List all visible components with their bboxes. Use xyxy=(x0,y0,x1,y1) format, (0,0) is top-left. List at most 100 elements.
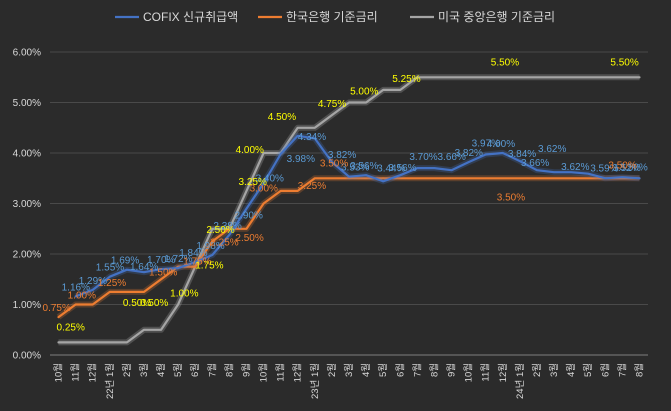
data-label: 3.44% xyxy=(377,163,405,174)
x-tick-label: 7월 xyxy=(616,363,628,377)
data-label: 3.50% xyxy=(320,158,348,169)
x-tick-label: 11월 xyxy=(480,363,492,382)
data-label: 3.50% xyxy=(608,160,636,171)
data-label: 1.50% xyxy=(149,267,177,278)
x-tick-label: 2월 xyxy=(121,363,133,377)
data-label: 1.75% xyxy=(195,261,223,272)
x-tick-label: 2월 xyxy=(531,363,543,377)
data-label: 2.25% xyxy=(210,237,238,248)
legend: COFIX 신규취급액 한국은행 기준금리 미국 중앙은행 기준금리 xyxy=(115,9,555,24)
data-label: 1.55% xyxy=(96,263,124,274)
data-label: 0.50% xyxy=(123,298,151,309)
data-label: 4.00% xyxy=(487,139,515,150)
legend-label-0: COFIX 신규취급액 xyxy=(143,10,238,24)
x-tick-label: 11월 xyxy=(275,363,287,382)
data-label: 3.66% xyxy=(521,158,549,169)
y-tick-label: 0.00% xyxy=(13,351,41,362)
x-tick-label: 6월 xyxy=(599,363,611,377)
data-label: 5.50% xyxy=(610,57,638,68)
x-tick-label: 3월 xyxy=(548,363,560,377)
x-tick-label: 22년 1월 xyxy=(104,363,116,399)
x-tick-label: 9월 xyxy=(446,363,458,377)
data-label: 3.70% xyxy=(409,152,437,163)
data-label: 3.56% xyxy=(388,163,416,174)
x-tick-label: 12월 xyxy=(87,363,99,382)
x-tick-label: 3월 xyxy=(138,363,150,377)
series-glow-1 xyxy=(56,175,640,320)
data-label: 3.25% xyxy=(298,181,326,192)
y-axis-ticks: 0.00% 1.00% 2.00% 3.00% 4.00% 5.00% 6.00% xyxy=(13,48,41,362)
data-label: 2.50% xyxy=(206,225,234,236)
data-label: 3.97% xyxy=(472,139,500,150)
data-label: 1.64% xyxy=(130,262,158,273)
data-label: 1.84% xyxy=(179,248,207,259)
series-line-0 xyxy=(74,134,641,298)
x-tick-label: 6월 xyxy=(394,363,406,377)
x-tick-label: 7월 xyxy=(411,363,423,377)
data-label: 2.38% xyxy=(213,221,241,232)
series-line-2 xyxy=(57,76,641,344)
data-label: 3.25% xyxy=(238,177,266,188)
x-axis-ticks: 10월 11월 12월 22년 1월 2월 3월 4월 5월 6월 7월 8월 9월 10월 11월 12월… xyxy=(53,363,646,399)
x-tick-label: 8월 xyxy=(633,363,645,377)
data-label: 1.72% xyxy=(164,254,192,265)
x-tick-label: 12월 xyxy=(497,363,509,382)
data-label: 3.84% xyxy=(508,149,536,160)
data-label: 2.50% xyxy=(235,233,263,244)
data-label: 3.00% xyxy=(250,184,278,195)
data-label: 1.16% xyxy=(62,282,90,293)
data-label: 1.29% xyxy=(79,276,107,287)
data-label: 2.90% xyxy=(234,211,262,222)
data-label: 3.82% xyxy=(328,150,356,161)
x-tick-label: 24년 1월 xyxy=(514,363,526,399)
series-line-1 xyxy=(57,177,641,319)
x-tick-label: 10월 xyxy=(463,363,475,382)
data-label: 1.98% xyxy=(196,241,224,252)
data-label: 3.62% xyxy=(538,144,566,155)
x-tick-label: 10월 xyxy=(53,363,65,382)
data-label: 3.50% xyxy=(497,192,525,203)
y-tick-label: 5.00% xyxy=(13,98,41,109)
x-tick-label: 4월 xyxy=(155,363,167,377)
x-tick-label: 12월 xyxy=(292,363,304,382)
data-label: 4.34% xyxy=(298,132,326,143)
data-label: 5.25% xyxy=(392,74,420,85)
x-tick-label: 6월 xyxy=(189,363,201,377)
data-label: 4.75% xyxy=(318,99,346,110)
data-label: 1.00% xyxy=(68,291,96,302)
data-label: 1.70% xyxy=(147,255,175,266)
x-tick-label: 23년 1월 xyxy=(309,363,321,399)
x-tick-label: 4월 xyxy=(360,363,372,377)
data-label: 1.69% xyxy=(111,256,139,267)
data-label: 5.00% xyxy=(350,87,378,98)
data-label: 3.50% xyxy=(619,162,647,173)
data-label: 3.82% xyxy=(455,148,483,159)
x-tick-label: 8월 xyxy=(223,363,235,377)
x-tick-label: 7월 xyxy=(206,363,218,377)
data-label: 1.75% xyxy=(183,257,211,268)
data-label: 3.59% xyxy=(590,164,618,175)
x-tick-label: 3월 xyxy=(343,363,355,377)
data-label: 3.98% xyxy=(287,154,315,165)
x-tick-label: 11월 xyxy=(70,363,82,382)
data-label: 3.66% xyxy=(438,152,466,163)
x-tick-label: 10월 xyxy=(258,363,270,382)
data-label: 3.52% xyxy=(612,163,640,174)
y-tick-label: 3.00% xyxy=(13,199,41,210)
data-label: 0.75% xyxy=(43,303,71,314)
data-label: 3.56% xyxy=(350,161,378,172)
x-tick-label: 5월 xyxy=(377,363,389,377)
x-tick-label: 8월 xyxy=(428,363,440,377)
data-label: 0.50% xyxy=(140,298,168,309)
y-tick-label: 2.00% xyxy=(13,250,41,261)
data-label: 4.00% xyxy=(236,145,264,156)
series-lines xyxy=(56,74,641,346)
y-tick-label: 6.00% xyxy=(13,48,41,59)
data-labels: 1.16%1.29% 1.55%1.69%1.64%1.70%1.72%1.84%… xyxy=(43,57,648,333)
legend-label-1: 한국은행 기준금리 xyxy=(286,9,378,24)
grid-lines xyxy=(50,51,648,356)
y-tick-label: 1.00% xyxy=(13,300,41,311)
data-label: 3.62% xyxy=(561,162,589,173)
